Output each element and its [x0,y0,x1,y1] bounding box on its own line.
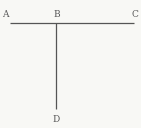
Text: C: C [132,10,139,19]
Text: D: D [53,115,60,124]
Text: A: A [2,10,9,19]
Text: B: B [53,10,60,19]
